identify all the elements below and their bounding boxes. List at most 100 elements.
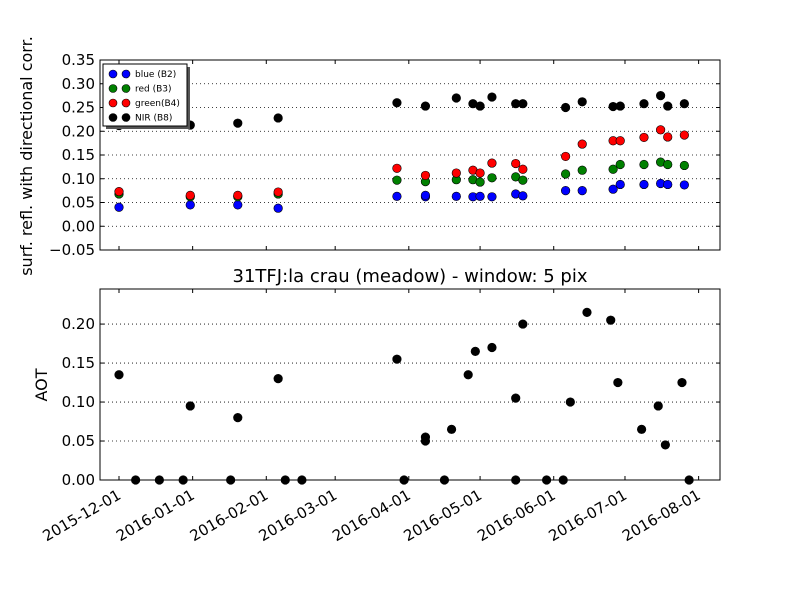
refl-point-series-2 [663, 132, 673, 142]
aot-x-tick-label: 2016-01-01 [113, 486, 198, 545]
refl-point-series-0 [608, 184, 618, 194]
refl-point-series-3 [475, 101, 485, 111]
aot-x-tick-label: 2016-06-01 [474, 486, 559, 545]
refl-point-series-2 [233, 190, 243, 200]
refl-point-series-0 [420, 190, 431, 200]
aot-y-tick-label: 0.05 [62, 432, 95, 450]
aot-y-tick-label: 0.20 [62, 315, 95, 333]
refl-point-series-0 [560, 186, 571, 196]
legend-marker [121, 84, 131, 93]
aot-point-series-0 [233, 413, 243, 423]
aot-y-axis-label: AOT [32, 368, 51, 401]
refl-point-series-3 [663, 101, 673, 111]
refl-point-series-1 [608, 164, 618, 174]
aot-axes-frame [99, 288, 721, 481]
refl-point-series-1 [392, 175, 402, 185]
aot-plot: 0.00 0.05 0.10 0.15 0.20 2015-12-012016-01-01… [39, 288, 721, 545]
legend-marker [108, 84, 118, 93]
aot-x-tick-label: 2016-08-01 [619, 486, 704, 545]
refl-point-series-0 [518, 191, 528, 201]
refl-point-series-2 [475, 168, 485, 178]
refl-point-series-0 [487, 192, 497, 202]
aot-x-tick-label: 2016-04-01 [329, 486, 414, 545]
refl-point-series-2 [451, 168, 461, 178]
refl-axes-frame [99, 59, 721, 251]
refl-point-series-3 [487, 92, 497, 102]
aot-point-series-0 [114, 370, 124, 380]
refl-point-series-0 [273, 203, 283, 213]
refl-point-series-2 [518, 164, 528, 174]
refl-point-series-2 [615, 136, 625, 146]
refl-point-series-3 [233, 118, 243, 128]
aot-point-series-0 [420, 432, 431, 442]
refl-y-tick-label: 0.20 [62, 122, 95, 140]
legend-marker [121, 113, 131, 122]
refl-point-series-2 [487, 158, 497, 168]
aot-plot-title: 31TFJ:la crau (meadow) - window: 5 pix [233, 266, 588, 287]
legend-marker [121, 69, 131, 79]
aot-point-series-0 [677, 377, 687, 388]
aot-point-series-0 [463, 370, 473, 380]
refl-point-series-1 [663, 159, 673, 170]
aot-x-tick-label: 2016-07-01 [545, 486, 630, 545]
refl-point-series-3 [615, 101, 625, 111]
aot-point-series-0 [613, 377, 623, 388]
aot-point-series-0 [660, 440, 670, 450]
refl-y-tick-label: 0.10 [62, 170, 95, 188]
refl-point-series-1 [615, 159, 625, 170]
reflectance-plot: −0.05 0.00 0.05 0.10 0.15 0.20 0.25 0.30 0.35 blu… [49, 51, 721, 259]
refl-y-tick-label: 0.30 [62, 75, 95, 93]
aot-point-series-0 [582, 307, 592, 317]
refl-point-series-3 [679, 99, 689, 109]
aot-point-series-0 [392, 354, 402, 364]
aot-point-series-0 [446, 424, 457, 434]
refl-point-series-2 [679, 130, 689, 140]
refl-point-series-0 [392, 191, 402, 201]
refl-point-series-2 [185, 190, 195, 200]
refl-y-tick-label: 0.05 [62, 194, 95, 212]
refl-point-series-0 [114, 202, 124, 212]
refl-point-series-1 [518, 175, 528, 185]
aot-point-series-0 [470, 346, 480, 356]
legend-marker [108, 113, 118, 122]
refl-point-series-3 [656, 91, 666, 101]
aot-point-series-0 [565, 397, 575, 407]
refl-point-series-1 [560, 169, 571, 179]
legend-marker [108, 98, 118, 108]
refl-point-series-0 [577, 186, 587, 196]
legend-marker [108, 69, 118, 79]
refl-point-series-2 [656, 125, 666, 135]
aot-point-series-0 [518, 319, 528, 329]
refl-point-series-3 [560, 102, 571, 113]
refl-point-series-0 [185, 200, 195, 210]
refl-point-series-1 [679, 160, 689, 171]
aot-point-series-0 [511, 393, 521, 403]
refl-point-series-2 [511, 158, 521, 169]
refl-point-series-1 [577, 165, 587, 175]
refl-point-series-0 [639, 179, 649, 190]
aot-y-tick-label: 0.00 [62, 471, 95, 489]
aot-point-series-0 [185, 401, 195, 411]
aot-x-tick-label: 2016-05-01 [401, 486, 486, 545]
refl-y-tick-label: 0.35 [62, 51, 95, 69]
refl-point-series-0 [615, 179, 625, 190]
refl-point-series-3 [577, 97, 587, 107]
legend-label: green(B4) [135, 99, 180, 109]
refl-point-series-3 [273, 113, 283, 123]
aot-point-series-0 [487, 342, 497, 353]
refl-point-series-3 [420, 101, 431, 111]
refl-point-series-3 [518, 99, 528, 109]
aot-point-series-0 [606, 315, 616, 325]
aot-x-tick-label: 2015-12-01 [39, 486, 124, 545]
legend-marker [121, 98, 131, 108]
aot-point-series-0 [273, 374, 283, 384]
aot-point-series-0 [637, 424, 647, 434]
refl-point-series-2 [577, 139, 587, 149]
aot-y-tick-label: 0.15 [62, 354, 95, 372]
refl-point-series-2 [273, 187, 283, 197]
legend-label: blue (B2) [135, 70, 176, 80]
refl-point-series-0 [663, 179, 673, 190]
reflectance-y-axis-label: surf. refl. with directional corr. [17, 36, 36, 276]
aot-point-series-0 [653, 401, 663, 411]
